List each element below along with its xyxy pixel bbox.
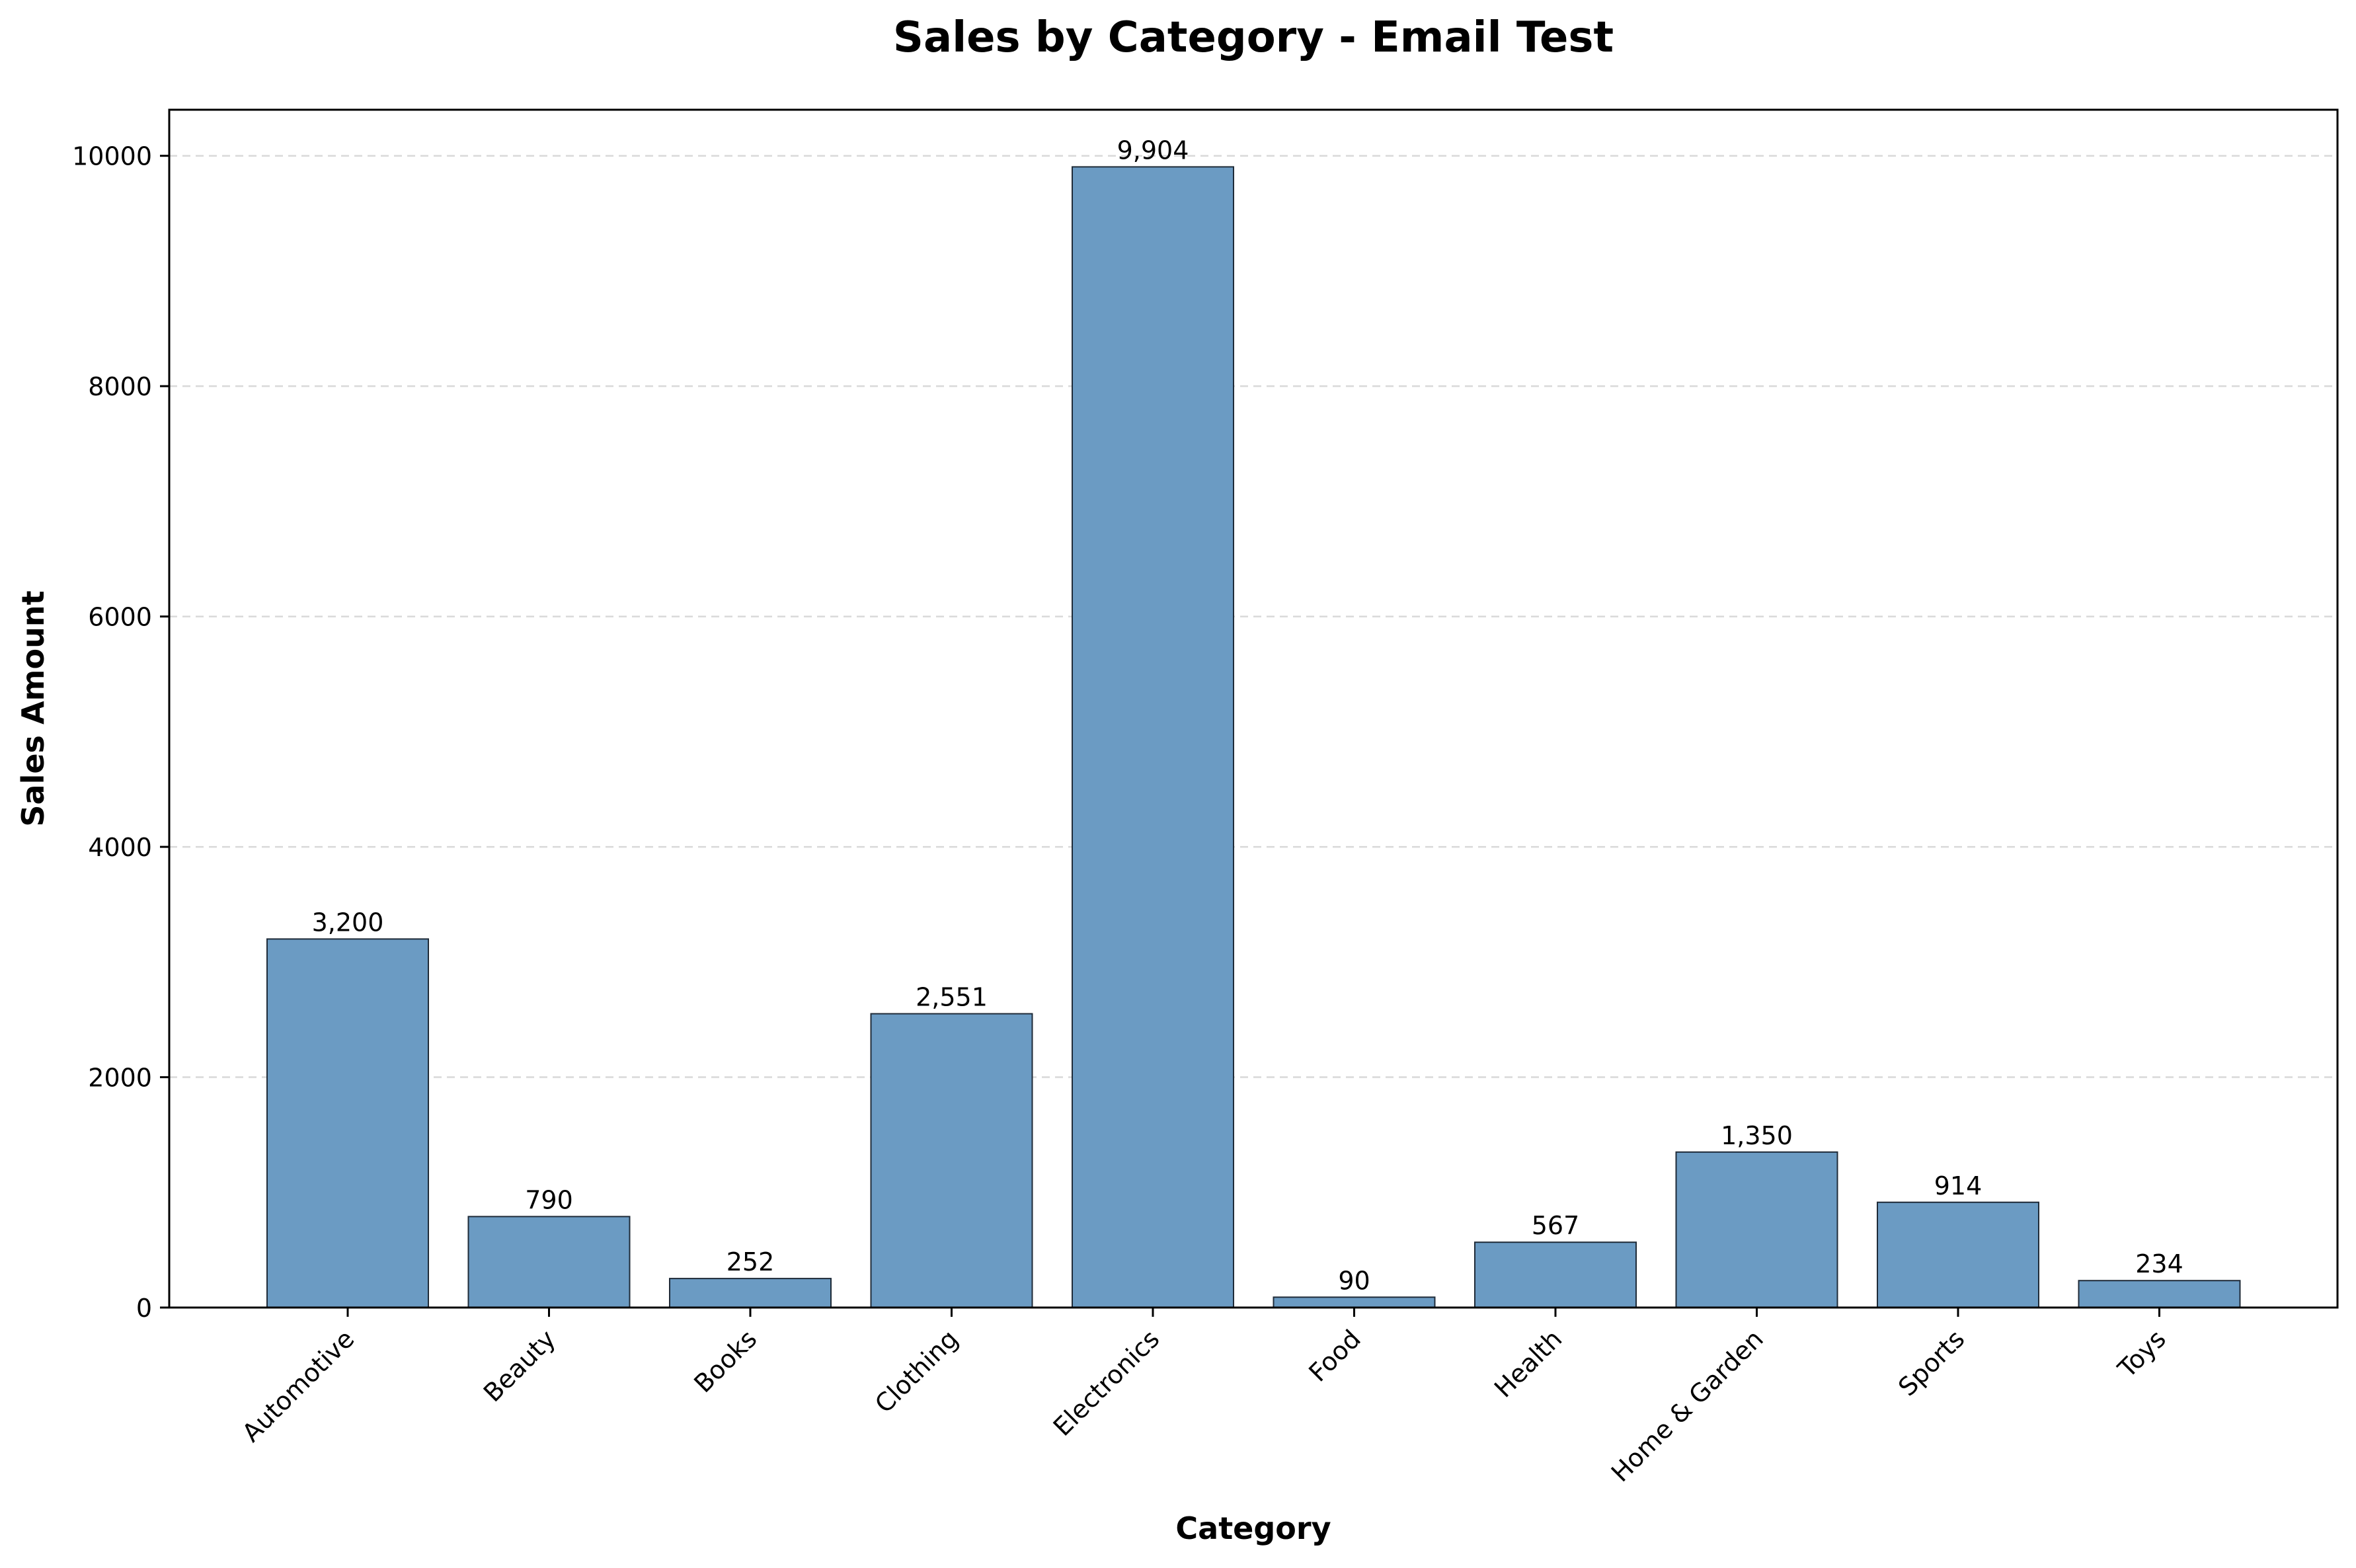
bar-health — [1474, 1241, 1637, 1309]
bar-home-garden — [1675, 1151, 1838, 1308]
bar-value-label: 914 — [1934, 1171, 1983, 1200]
bar-value-label: 90 — [1338, 1266, 1370, 1295]
x-axis-title: Category — [1175, 1510, 1331, 1546]
chart-title: Sales by Category - Email Test — [893, 13, 1614, 62]
y-axis-title: Sales Amount — [15, 590, 51, 826]
y-tick-label: 4000 — [88, 833, 152, 862]
bar-value-label: 9,904 — [1117, 136, 1189, 165]
bar-value-label: 3,200 — [312, 908, 384, 937]
y-tick-label: 0 — [136, 1294, 152, 1323]
bar-electronics — [1072, 166, 1234, 1308]
bar-value-label: 1,350 — [1721, 1121, 1793, 1150]
gridlines — [169, 155, 2337, 1078]
y-tick-label: 6000 — [88, 603, 152, 632]
bar-value-label: 252 — [726, 1247, 775, 1276]
bar-automotive — [266, 938, 429, 1308]
plot-frame — [168, 108, 2339, 1309]
bars — [266, 166, 2241, 1309]
bar-books — [669, 1278, 832, 1309]
y-tick-label: 8000 — [88, 372, 152, 401]
bar-value-label: 790 — [525, 1185, 573, 1214]
bar-toys — [2078, 1280, 2241, 1308]
bar-clothing — [870, 1013, 1033, 1309]
y-tick-label: 10000 — [72, 142, 152, 171]
bar-sports — [1877, 1201, 2039, 1308]
bar-value-label: 567 — [1532, 1211, 1580, 1240]
y-axis-ticks: 0 2000 4000 6000 8000 10000 — [72, 142, 169, 1323]
bar-beauty — [467, 1216, 631, 1308]
y-tick-label: 2000 — [88, 1064, 152, 1093]
value-labels: 3,200 790 252 2,551 9,904 90 567 1,350 914 234 — [312, 136, 2183, 1295]
bar-value-label: 234 — [2135, 1249, 2183, 1278]
bar-food — [1273, 1296, 1436, 1308]
bar-value-label: 2,551 — [916, 983, 988, 1012]
